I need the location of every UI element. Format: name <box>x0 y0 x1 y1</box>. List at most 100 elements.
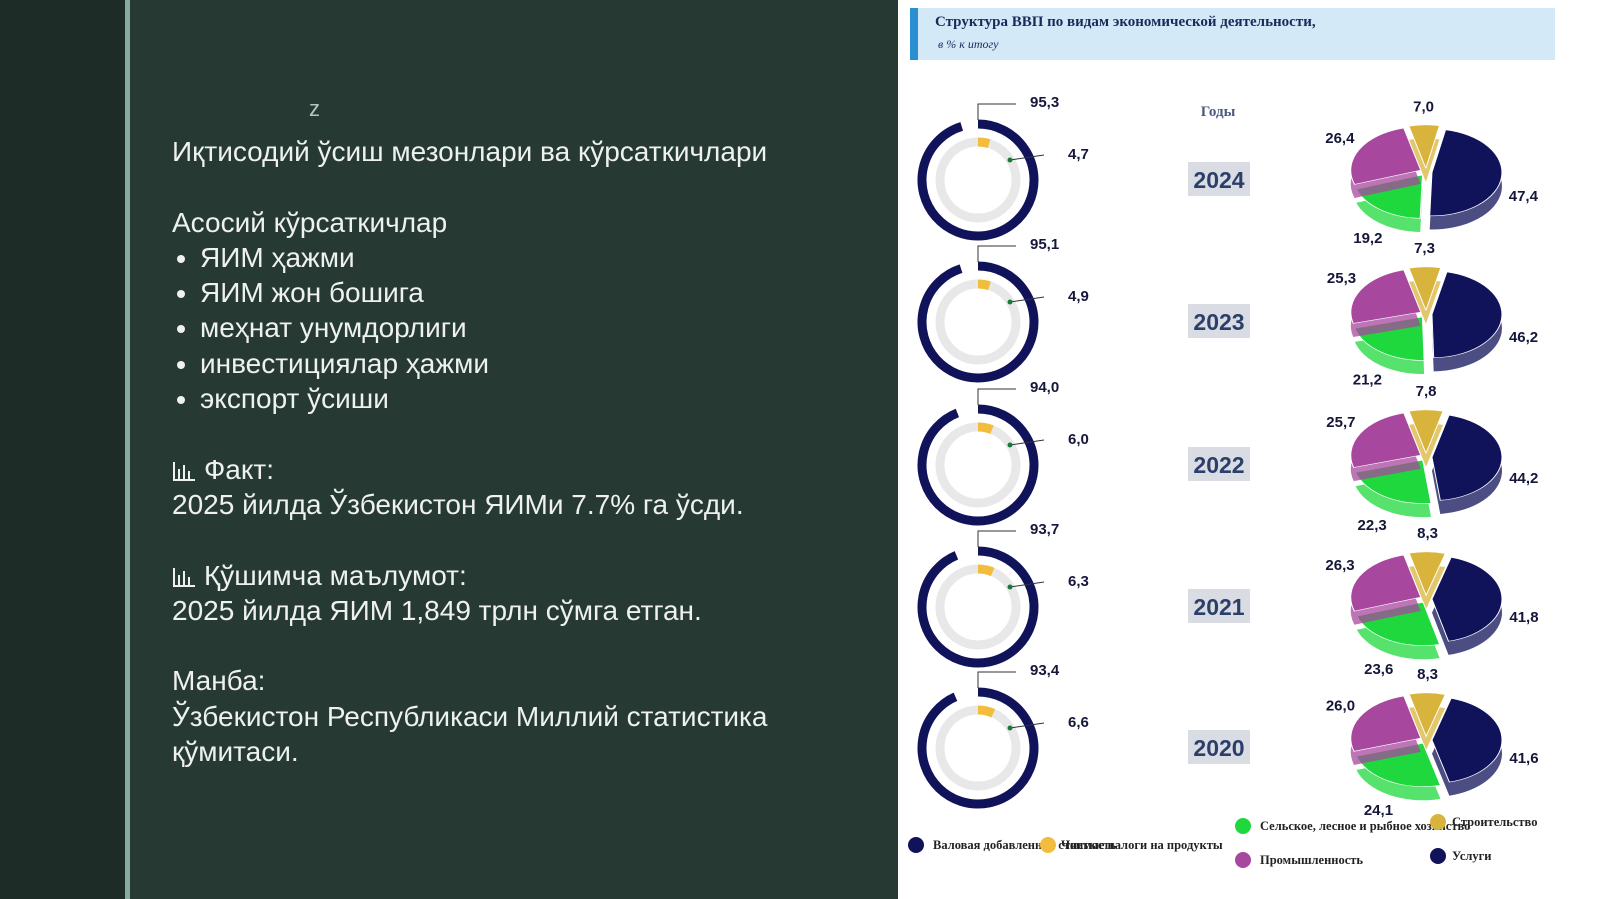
donut-track <box>935 564 1021 650</box>
donut-track <box>935 705 1021 791</box>
leader <box>1009 296 1045 303</box>
pie-label: 46,2 <box>1509 329 1538 346</box>
pie-label: 25,7 <box>1326 414 1355 431</box>
leader <box>1009 722 1045 729</box>
donut-inner-arc <box>977 564 995 577</box>
gva-label: 94,0 <box>1030 379 1059 396</box>
donut-inner-arc <box>977 422 994 434</box>
donut-outer-arc <box>917 119 1039 241</box>
bullet: инвестициялар ҳажми <box>200 346 872 381</box>
pie-slice <box>1408 124 1441 169</box>
leader <box>977 671 1016 688</box>
leader <box>1009 581 1045 588</box>
subheading: Асосий кўрсаткичлар <box>172 206 448 238</box>
side-strip <box>0 0 125 899</box>
pie-label: 26,0 <box>1326 697 1355 714</box>
gva-label: 95,3 <box>1030 94 1059 111</box>
legend-swatch <box>1235 818 1251 834</box>
donut-inner-arc <box>977 137 991 148</box>
divider <box>125 0 130 899</box>
years-heading: Годы <box>1201 104 1236 120</box>
pie <box>1350 692 1503 801</box>
taxes-label: 4,7 <box>1068 146 1089 163</box>
year-box <box>1188 447 1250 481</box>
pie-slice <box>1431 697 1503 783</box>
infographic: Структура ВВП по видам экономической дея… <box>898 0 1600 899</box>
legend-label: Сельское, лесное и рыбное хозяйство <box>1260 819 1470 833</box>
year-box <box>1188 304 1250 338</box>
pie-label: 21,2 <box>1353 372 1382 389</box>
bullet: экспорт ўсиши <box>200 381 872 416</box>
taxes-label: 6,0 <box>1068 431 1089 448</box>
leader <box>977 103 1016 120</box>
pie-label: 7,0 <box>1413 98 1434 115</box>
pie-slice <box>1350 695 1422 752</box>
pie-slice <box>1408 551 1446 597</box>
pie-label: 8,3 <box>1417 525 1438 542</box>
chart-icon <box>173 461 195 481</box>
pie-label: 23,6 <box>1364 661 1393 678</box>
leader <box>1009 154 1045 161</box>
gva-label: 95,1 <box>1030 236 1059 253</box>
donut-inner-arc <box>977 279 991 291</box>
leader <box>977 388 1016 405</box>
pie <box>1350 551 1503 660</box>
donut-outer-arc <box>917 404 1039 526</box>
year-label: 2020 <box>1193 735 1244 761</box>
pie <box>1350 409 1503 518</box>
bullet: меҳнат унумдорлиги <box>200 310 872 345</box>
fact-heading: Факт: <box>172 452 872 487</box>
pie-label: 44,2 <box>1509 470 1538 487</box>
pie-slice <box>1350 554 1422 612</box>
leader <box>1009 439 1045 446</box>
pie-slice <box>1350 412 1422 468</box>
pie-label: 7,3 <box>1414 240 1435 257</box>
year-box <box>1188 589 1250 623</box>
pie <box>1350 266 1503 375</box>
donut-inner-arc <box>977 705 996 718</box>
legend-swatch <box>908 837 924 853</box>
pie-label: 41,8 <box>1509 609 1538 626</box>
donut-track <box>935 137 1021 223</box>
pie-label: 19,2 <box>1353 230 1382 247</box>
legend-swatch <box>1430 848 1446 864</box>
taxes-label: 4,9 <box>1068 288 1089 305</box>
bullet-list: ЯИМ ҳажми ЯИМ жон бошига меҳнат унумдорл… <box>172 240 872 416</box>
header-bar <box>910 8 1555 60</box>
infographic-subtitle: в % к итогу <box>938 37 999 51</box>
legend-label: Услуги <box>1452 849 1492 863</box>
extra-label: Қўшимча маълумот: <box>204 559 467 591</box>
donut-track <box>935 422 1021 508</box>
leader-dot <box>1007 157 1013 163</box>
source-text: Ўзбекистон Республикаси Миллий статистик… <box>172 700 768 768</box>
year-box <box>1188 162 1250 196</box>
text-block: Иқтисодий ўсиш мезонлари ва кўрсаткичлар… <box>172 134 872 769</box>
pie-label: 41,6 <box>1509 750 1538 767</box>
legend-label: Чистые налоги на продукты <box>1061 838 1223 852</box>
pie-slice <box>1408 266 1442 311</box>
chart-icon <box>173 567 195 587</box>
pie <box>1350 124 1503 233</box>
year-label: 2022 <box>1193 452 1244 478</box>
year-box <box>1188 730 1250 764</box>
donut-outer-arc <box>917 687 1039 809</box>
pie-label: 7,8 <box>1416 383 1437 400</box>
leader-dot <box>1007 584 1013 590</box>
taxes-label: 6,3 <box>1068 573 1089 590</box>
pie-slice <box>1350 269 1422 324</box>
gva-label: 93,4 <box>1030 662 1060 679</box>
pie-slice <box>1431 414 1503 501</box>
source-label: Манба: <box>172 665 266 697</box>
legend-label: Валовая добавленная стоимость <box>933 838 1117 852</box>
year-label: 2021 <box>1193 594 1244 620</box>
bullet: ЯИМ жон бошига <box>200 275 872 310</box>
pie-slice <box>1350 127 1422 185</box>
marker: z <box>309 96 320 121</box>
gva-label: 93,7 <box>1030 521 1059 538</box>
leader <box>977 530 1016 547</box>
donut-outer-arc <box>917 546 1039 668</box>
donut-track <box>935 279 1021 365</box>
pie-slice <box>1429 129 1503 217</box>
pie-slice <box>1408 409 1444 454</box>
